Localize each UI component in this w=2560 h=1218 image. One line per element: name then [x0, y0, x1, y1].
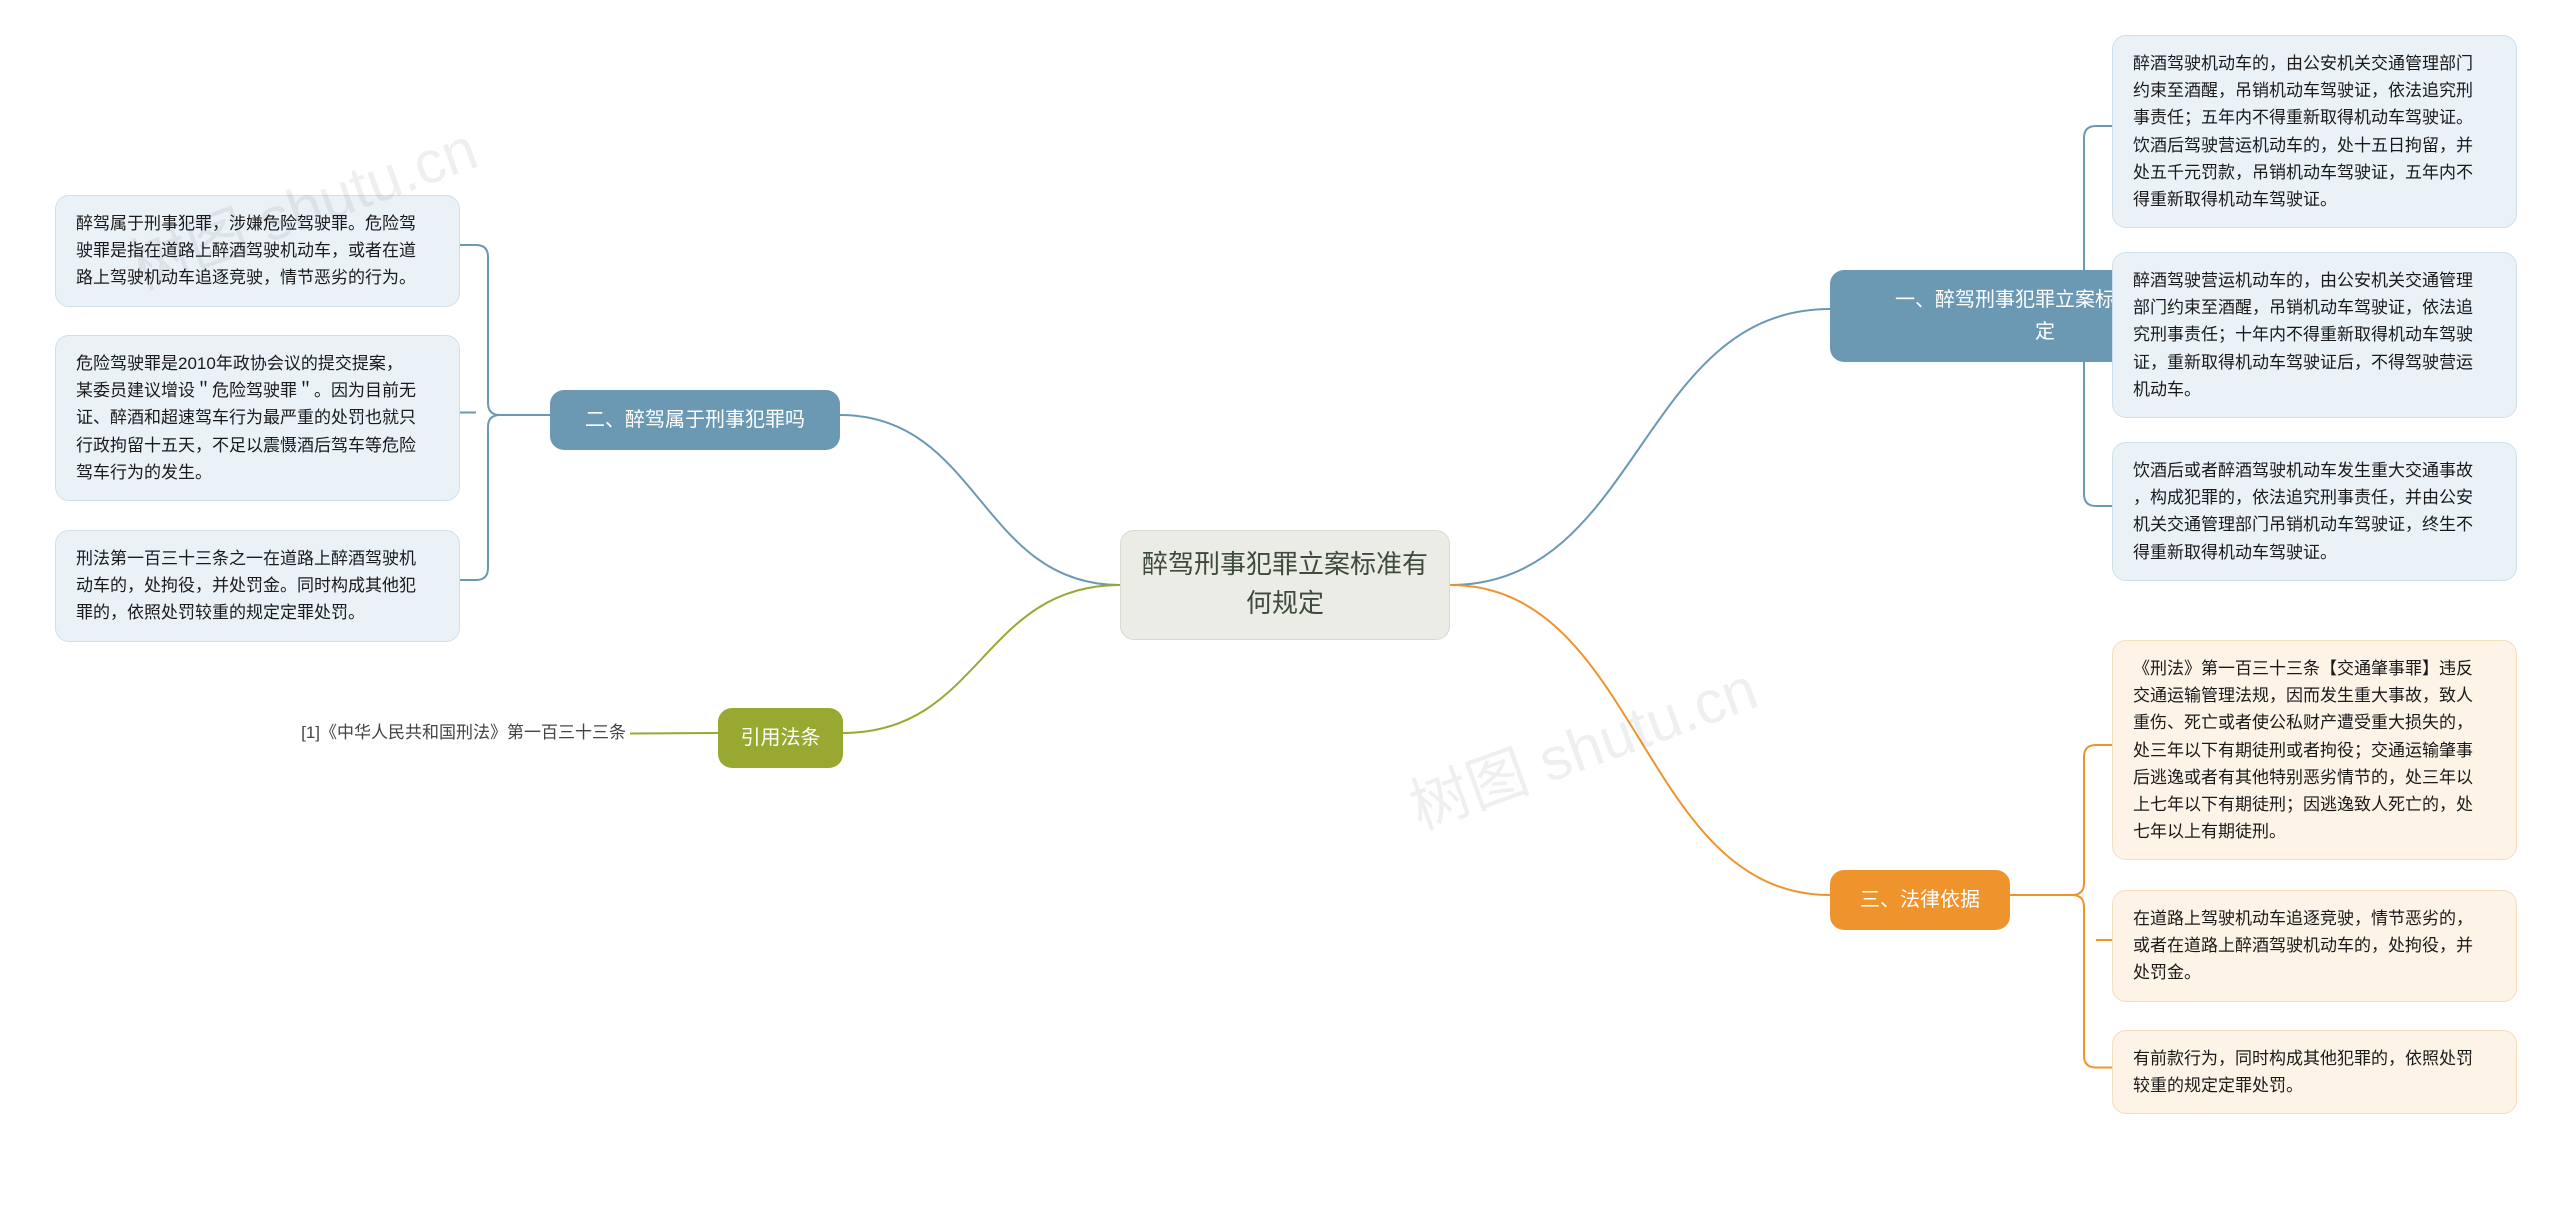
leaf: 《刑法》第一百三十三条【交通肇事罪】违反 交通运输管理法规，因而发生重大事故，致…: [2112, 640, 2517, 860]
leaf: 饮酒后或者醉酒驾驶机动车发生重大交通事故 ，构成犯罪的，依法追究刑事责任，并由公…: [2112, 442, 2517, 581]
leaf: 醉酒驾驶机动车的，由公安机关交通管理部门 约束至酒醒，吊销机动车驾驶证，依法追究…: [2112, 35, 2517, 228]
leaf: 醉驾属于刑事犯罪，涉嫌危险驾驶罪。危险驾 驶罪是指在道路上醉酒驾驶机动车，或者在…: [55, 195, 460, 307]
leaf: 有前款行为，同时构成其他犯罪的，依照处罚 较重的规定定罪处罚。: [2112, 1030, 2517, 1114]
leaf: 危险驾驶罪是2010年政协会议的提交提案， 某委员建议增设＂危险驾驶罪＂。因为目…: [55, 335, 460, 501]
leaf: 在道路上驾驶机动车追逐竞驶，情节恶劣的， 或者在道路上醉酒驾驶机动车的，处拘役，…: [2112, 890, 2517, 1002]
leaf: [1]《中华人民共和国刑法》第一百三十三条: [230, 711, 630, 754]
center-node: 醉驾刑事犯罪立案标准有 何规定: [1120, 530, 1450, 640]
leaf: 刑法第一百三十三条之一在道路上醉酒驾驶机 动车的，处拘役，并处罚金。同时构成其他…: [55, 530, 460, 642]
branch-b3: 二、醉驾属于刑事犯罪吗: [550, 390, 840, 450]
leaf: 醉酒驾驶营运机动车的，由公安机关交通管理 部门约束至酒醒，吊销机动车驾驶证，依法…: [2112, 252, 2517, 418]
branch-b2: 三、法律依据: [1830, 870, 2010, 930]
branch-b4: 引用法条: [718, 708, 843, 768]
